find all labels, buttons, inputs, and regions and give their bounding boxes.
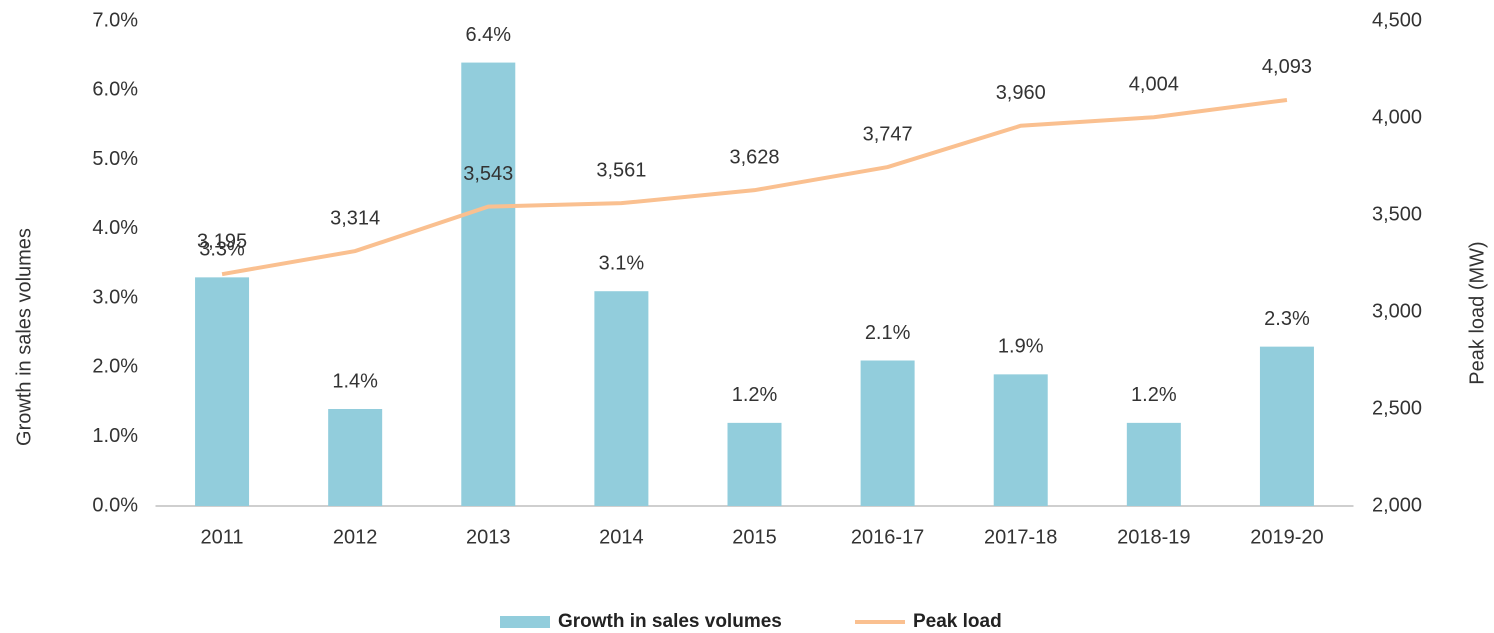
line-value-label: 3,561 <box>596 159 646 181</box>
line-value-label: 3,314 <box>330 207 380 229</box>
y-tick-label: 1.0% <box>92 425 138 447</box>
bar-value-label: 2.3% <box>1264 308 1310 330</box>
x-tick-label: 2011 <box>201 526 244 548</box>
y2-tick-label: 3,500 <box>1372 203 1422 225</box>
x-tick-label: 2013 <box>466 526 511 548</box>
y-tick-label: 7.0% <box>92 9 138 31</box>
y-tick-label: 2.0% <box>92 356 138 378</box>
bar <box>860 360 915 506</box>
x-tick-label: 2019-20 <box>1250 526 1323 548</box>
bar <box>594 291 649 506</box>
y-tick-label: 4.0% <box>92 217 138 239</box>
y-tick-label: 5.0% <box>92 148 138 170</box>
x-tick-label: 2015 <box>732 526 777 548</box>
x-tick-label: 2016-17 <box>851 526 924 548</box>
legend-label: Peak load <box>913 611 1002 632</box>
y2-axis-title: Peak load (MW) <box>1466 241 1488 384</box>
x-tick-label: 2014 <box>599 526 644 548</box>
bar <box>195 277 250 506</box>
bar <box>993 374 1048 506</box>
y-tick-label: 0.0% <box>92 494 138 516</box>
x-tick-label: 2017-18 <box>984 526 1057 548</box>
bar-value-label: 1.4% <box>332 370 378 392</box>
bar <box>461 62 516 506</box>
bar <box>328 409 383 506</box>
bar <box>1126 422 1181 506</box>
y-axis-title: Growth in sales volumes <box>13 228 35 446</box>
y2-tick-label: 3,000 <box>1372 300 1422 322</box>
bar-value-label: 2.1% <box>865 322 911 344</box>
x-tick-label: 2012 <box>333 526 378 548</box>
bar <box>1259 346 1314 506</box>
line <box>221 97 1288 277</box>
legend-swatch <box>500 616 550 628</box>
x-tick-label: 2018-19 <box>1117 526 1190 548</box>
bar-value-label: 1.9% <box>998 336 1044 358</box>
bar-value-label: 1.2% <box>1131 384 1177 406</box>
y-tick-label: 3.0% <box>92 286 138 308</box>
y2-tick-label: 2,000 <box>1372 494 1422 516</box>
bar-value-label: 3.1% <box>599 252 645 274</box>
y2-tick-label: 4,500 <box>1372 9 1422 31</box>
line-value-label: 4,093 <box>1262 56 1312 78</box>
bar-value-label: 3.3% <box>199 239 245 261</box>
line-value-label: 3,628 <box>729 146 779 168</box>
bar-value-label: 1.2% <box>732 384 778 406</box>
line-value-label: 4,004 <box>1129 74 1179 96</box>
line-value-label: 3,543 <box>463 163 513 185</box>
line-value-label: 3,747 <box>863 123 913 145</box>
legend-label: Growth in sales volumes <box>558 611 782 632</box>
line-value-label: 3,195 <box>197 230 247 252</box>
bar <box>727 422 782 506</box>
line-value-label: 3,960 <box>996 82 1046 104</box>
y2-tick-label: 4,000 <box>1372 106 1422 128</box>
bar-value-label: 6.4% <box>465 24 511 46</box>
y2-tick-label: 2,500 <box>1372 397 1422 419</box>
y-tick-label: 6.0% <box>92 79 138 101</box>
